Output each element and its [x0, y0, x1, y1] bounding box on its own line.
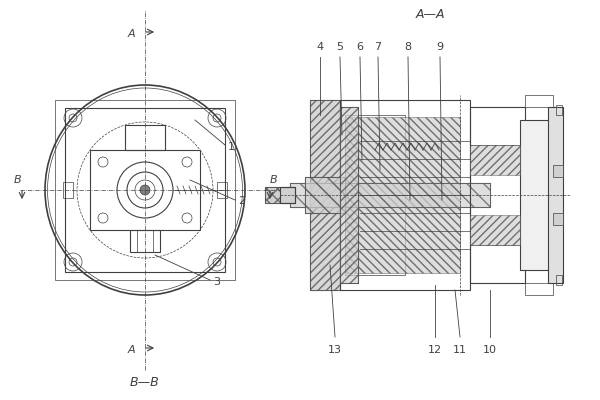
- Text: B: B: [14, 175, 22, 185]
- Bar: [125, 125, 165, 150]
- Bar: [340, 107, 358, 283]
- Text: 1: 1: [228, 142, 235, 152]
- Text: A: A: [127, 29, 135, 39]
- Bar: [280, 187, 295, 203]
- Bar: [305, 177, 345, 213]
- Bar: [63, 182, 73, 198]
- Text: 2: 2: [238, 196, 245, 206]
- Text: A: A: [127, 345, 135, 355]
- Bar: [340, 107, 358, 283]
- Bar: [556, 275, 562, 285]
- Text: B: B: [270, 175, 278, 185]
- Bar: [55, 100, 235, 280]
- Bar: [345, 117, 460, 195]
- Bar: [340, 100, 470, 290]
- Bar: [90, 150, 200, 230]
- Bar: [470, 145, 520, 245]
- Text: 6: 6: [356, 42, 364, 52]
- Text: 5: 5: [337, 42, 343, 52]
- Bar: [470, 107, 525, 283]
- Bar: [345, 195, 460, 273]
- Bar: [305, 177, 345, 213]
- Text: 9: 9: [436, 42, 443, 52]
- Bar: [265, 187, 295, 203]
- Bar: [290, 183, 490, 207]
- Text: 3: 3: [213, 277, 220, 287]
- Text: 12: 12: [428, 345, 442, 355]
- Text: 11: 11: [453, 345, 467, 355]
- Bar: [553, 165, 563, 177]
- Text: 4: 4: [316, 42, 323, 52]
- Bar: [217, 182, 227, 198]
- Circle shape: [140, 185, 150, 195]
- Bar: [265, 187, 280, 203]
- Bar: [548, 107, 563, 283]
- Bar: [290, 183, 490, 207]
- Bar: [553, 213, 563, 225]
- Bar: [65, 108, 225, 272]
- Bar: [345, 115, 405, 275]
- Bar: [130, 230, 160, 252]
- Bar: [525, 283, 553, 295]
- Bar: [310, 100, 340, 290]
- Bar: [520, 120, 555, 270]
- Text: 7: 7: [374, 42, 382, 52]
- Bar: [470, 145, 520, 175]
- Text: 10: 10: [483, 345, 497, 355]
- Bar: [556, 105, 562, 115]
- Bar: [525, 95, 553, 107]
- Bar: [310, 100, 340, 290]
- Text: 13: 13: [328, 345, 342, 355]
- Text: B—B: B—B: [130, 376, 160, 388]
- Bar: [470, 215, 520, 245]
- Text: A—A: A—A: [415, 8, 445, 22]
- Text: 8: 8: [404, 42, 412, 52]
